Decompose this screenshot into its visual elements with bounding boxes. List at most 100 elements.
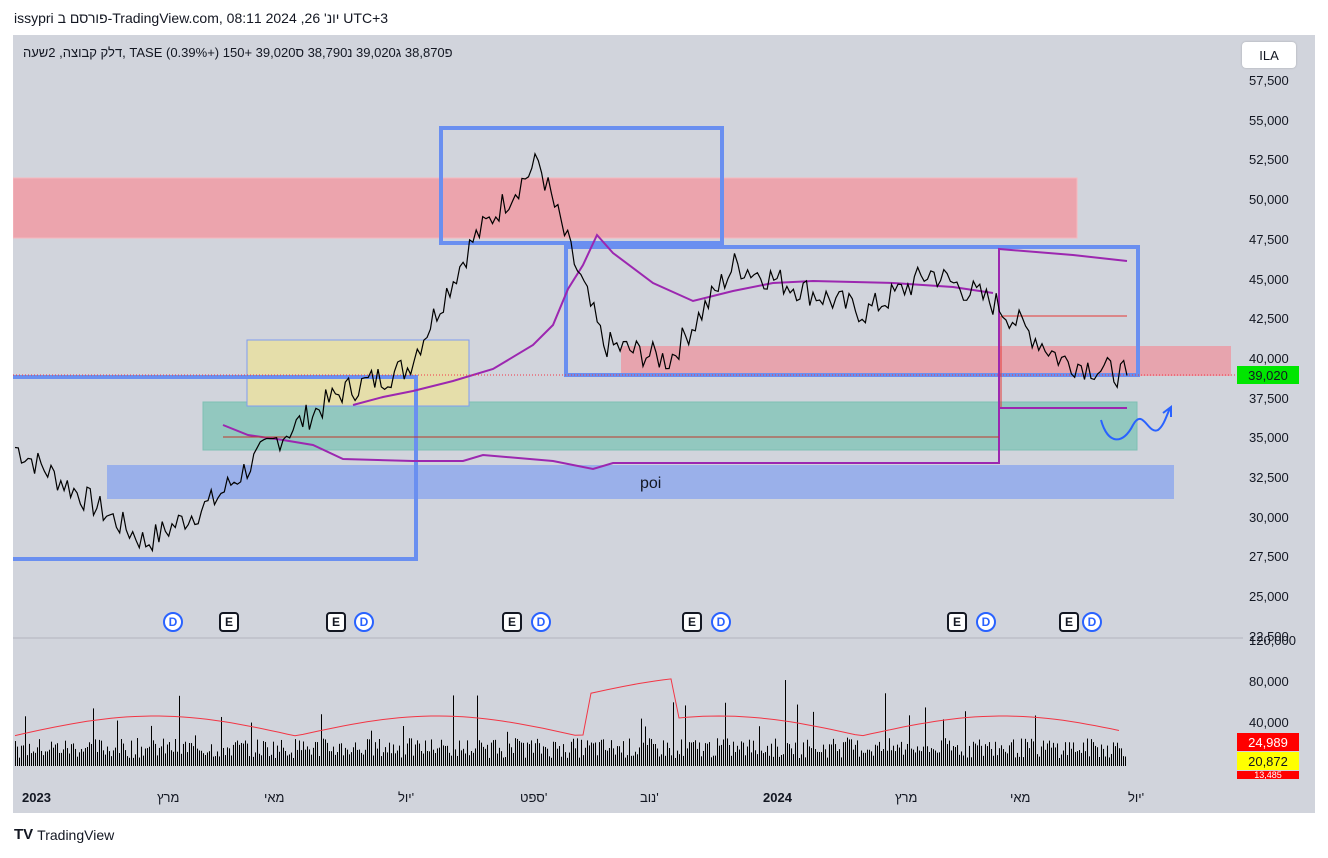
volume-bar	[183, 743, 184, 766]
dividend-marker[interactable]: D	[163, 612, 183, 632]
chart-header: issypri פורסם ב-TradingView.com, יונ' 26…	[14, 10, 389, 26]
volume-ma-line	[14, 678, 1120, 737]
volume-bar	[405, 754, 406, 766]
volume-bar	[97, 751, 98, 766]
volume-bar	[261, 755, 262, 766]
volume-bar	[819, 751, 820, 766]
volume-bar	[1031, 738, 1032, 766]
earnings-marker[interactable]: E	[326, 612, 346, 632]
volume-bar	[549, 756, 550, 766]
volume-bar	[643, 742, 644, 766]
volume-bar	[951, 750, 952, 766]
volume-bar	[963, 755, 964, 766]
volume-bar	[533, 752, 534, 766]
volume-bar	[279, 751, 280, 766]
volume-bar	[659, 756, 660, 766]
dividend-marker[interactable]: D	[1082, 612, 1102, 632]
earnings-marker[interactable]: E	[947, 612, 967, 632]
volume-bar	[313, 747, 314, 766]
volume-bar	[749, 739, 750, 766]
dividend-marker[interactable]: D	[711, 612, 731, 632]
volume-bar	[287, 755, 288, 766]
volume-bar	[19, 757, 20, 766]
volume-bar	[329, 751, 330, 766]
volume-bar	[435, 753, 436, 766]
zone-red-mid	[621, 346, 1231, 376]
dividend-marker[interactable]: D	[976, 612, 996, 632]
volume-bar	[495, 739, 496, 766]
volume-bar	[25, 716, 26, 766]
volume-bar	[957, 745, 958, 766]
volume-bar	[995, 741, 996, 766]
volume-bar	[343, 755, 344, 766]
price-axis[interactable]	[1243, 35, 1315, 813]
volume-bar	[219, 756, 220, 766]
current-price-tag: 39,020	[1237, 366, 1299, 384]
volume-bar	[889, 738, 890, 766]
volume-bar	[1057, 743, 1058, 766]
volume-bar	[853, 749, 854, 766]
volume-bar	[335, 754, 336, 766]
volume-bar	[423, 753, 424, 766]
volume-bar	[1013, 739, 1014, 766]
dividend-marker[interactable]: D	[531, 612, 551, 632]
volume-bar	[489, 757, 490, 766]
volume-bar	[949, 740, 950, 766]
volume-bar	[1071, 748, 1072, 766]
volume-bar	[239, 744, 240, 766]
volume-bar	[1029, 748, 1030, 766]
volume-bar	[1041, 746, 1042, 766]
volume-bar	[1067, 755, 1068, 766]
volume-bar	[397, 750, 398, 766]
volume-bar	[847, 737, 848, 766]
volume-bar	[913, 749, 914, 766]
earnings-marker[interactable]: E	[219, 612, 239, 632]
volume-bar	[1073, 742, 1074, 766]
volume-tick: 40,000	[1249, 715, 1289, 730]
volume-bar	[1125, 756, 1126, 766]
footer-brand[interactable]: TV TradingView	[14, 826, 114, 843]
currency-badge[interactable]: ILA	[1242, 42, 1296, 68]
volume-bar	[1045, 749, 1046, 766]
volume-bar	[761, 750, 762, 766]
volume-bar	[129, 757, 130, 766]
volume-bar	[233, 744, 234, 766]
dividend-marker[interactable]: D	[354, 612, 374, 632]
volume-bar	[289, 754, 290, 766]
volume-bar	[773, 756, 774, 766]
volume-bar	[775, 738, 776, 766]
earnings-marker[interactable]: E	[502, 612, 522, 632]
volume-bar	[695, 740, 696, 766]
volume-bar	[577, 738, 578, 766]
volume-bar	[121, 739, 122, 766]
volume-bar	[587, 740, 588, 766]
volume-bar	[713, 755, 714, 766]
volume-bar	[637, 754, 638, 766]
volume-bar	[729, 745, 730, 766]
volume-bar	[235, 742, 236, 766]
volume-bar	[565, 752, 566, 766]
volume-bar	[181, 753, 182, 766]
volume-bar	[91, 743, 92, 766]
volume-bar	[887, 750, 888, 766]
volume-bar	[403, 726, 404, 766]
volume-bar	[521, 742, 522, 766]
earnings-marker[interactable]: E	[1059, 612, 1079, 632]
volume-bar	[433, 749, 434, 766]
volume-bar	[661, 754, 662, 766]
earnings-marker[interactable]: E	[682, 612, 702, 632]
volume-bar	[709, 742, 710, 766]
volume-bar	[767, 745, 768, 766]
volume-bar	[915, 752, 916, 766]
price-tick: 35,000	[1249, 430, 1289, 446]
price-plot[interactable]: poi דלק קבוצה, 2שעה, TASE פ38,870 ג39,02…	[1, 35, 1243, 780]
price-tick: 37,500	[1249, 390, 1289, 406]
volume-bar	[1055, 747, 1056, 766]
volume-bar	[655, 744, 656, 766]
volume-bar	[983, 755, 984, 766]
volume-bar	[325, 739, 326, 766]
volume-bar	[1021, 738, 1022, 766]
volume-bar	[1049, 740, 1050, 766]
volume-bar	[393, 744, 394, 766]
volume-bar	[723, 739, 724, 766]
